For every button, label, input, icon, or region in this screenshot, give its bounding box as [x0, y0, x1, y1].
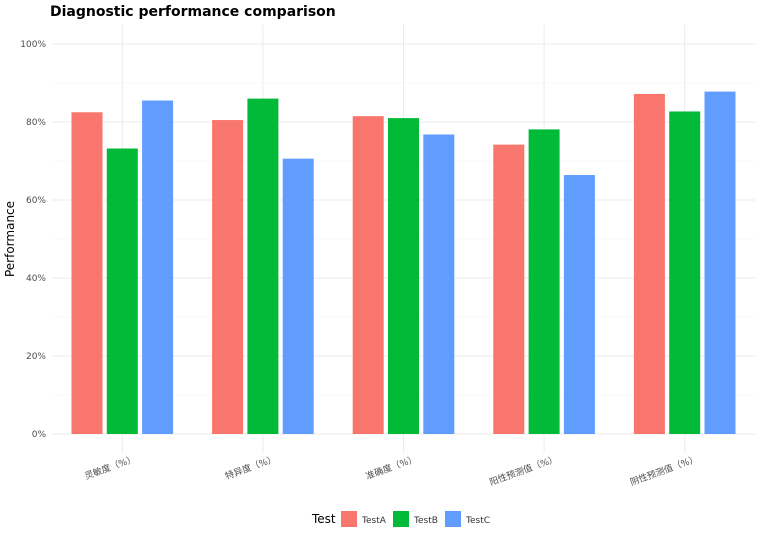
bar-testb-2: [388, 118, 419, 434]
bar-testa-4: [633, 93, 665, 435]
bar-testc-2: [423, 134, 455, 435]
bar-testc-3: [563, 175, 595, 435]
x-tick-label: 阴性预测值（%）: [628, 453, 699, 489]
x-tick-label: 阳性预测值（%）: [488, 453, 559, 489]
legend-key-testc: [445, 511, 461, 527]
bar-testa-1: [212, 120, 244, 435]
bar-testa-3: [493, 144, 525, 434]
x-tick-label: 特异度（%）: [223, 453, 277, 483]
bar-testc-1: [282, 158, 314, 434]
bar-testa-0: [71, 112, 103, 434]
y-tick-label: 80%: [26, 118, 46, 128]
bars: [71, 91, 736, 435]
bar-testb-1: [247, 98, 279, 434]
legend-label: TestB: [413, 516, 438, 526]
y-tick-label: 0%: [32, 430, 47, 440]
bar-testb-3: [528, 129, 560, 434]
y-tick-label: 40%: [26, 274, 46, 284]
legend-label: TestA: [361, 516, 387, 526]
chart-title: Diagnostic performance comparison: [50, 4, 336, 20]
legend-title: Test: [311, 512, 336, 526]
x-tick-label: 灵敏度（%）: [83, 453, 137, 483]
x-tick-label: 准确度（%）: [364, 453, 418, 483]
x-axis-ticks: 灵敏度（%） 特异度（%） 准确度（%） 阳性预测值（%） 阴性预测值（%）: [83, 453, 700, 489]
bar-testb-4: [669, 111, 701, 434]
y-axis-ticks: 0% 20% 40% 60% 80% 100%: [20, 40, 46, 440]
legend: Test TestA TestB TestC: [311, 511, 490, 527]
legend-key-testb: [393, 511, 409, 527]
bar-testc-4: [704, 91, 736, 434]
bar-testa-2: [352, 116, 384, 435]
bar-testc-0: [142, 100, 174, 435]
y-tick-label: 100%: [20, 40, 46, 50]
y-tick-label: 20%: [26, 352, 46, 362]
y-axis-label: Performance: [3, 201, 17, 277]
y-tick-label: 60%: [26, 196, 46, 206]
bar-testb-0: [106, 148, 138, 434]
legend-key-testa: [341, 511, 357, 527]
legend-label: TestC: [465, 516, 490, 526]
